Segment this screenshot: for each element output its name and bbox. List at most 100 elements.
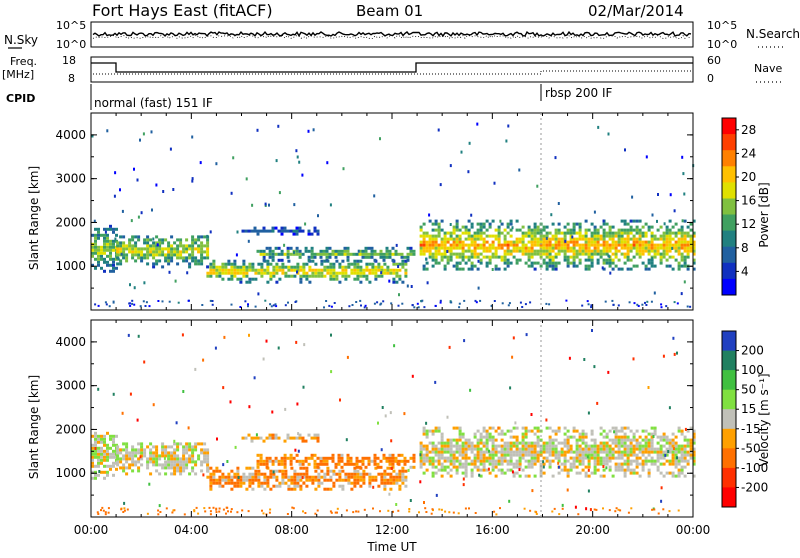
velocity-cell — [623, 462, 627, 466]
velocity-cell — [536, 435, 540, 439]
power-cell — [164, 238, 168, 242]
power-cell — [464, 228, 468, 232]
velocity-cell — [224, 475, 228, 479]
power-cell — [506, 261, 510, 265]
velocity-cell — [449, 447, 453, 451]
velocity-cell — [671, 459, 675, 463]
power-cell — [149, 247, 153, 251]
power-cell — [173, 247, 177, 251]
power-cell — [268, 249, 272, 253]
power-cell — [518, 258, 522, 262]
velocity-cell — [115, 443, 118, 447]
velocity-cell — [482, 444, 486, 448]
power-cell — [115, 227, 118, 231]
power-cell — [188, 244, 192, 248]
power-cell — [551, 237, 555, 241]
power-noise-cell — [199, 161, 202, 165]
power-noise-cell — [397, 265, 400, 268]
power-cell — [425, 246, 429, 250]
power-cell — [161, 241, 165, 245]
power-cell — [509, 228, 513, 232]
power-cell — [284, 265, 288, 269]
power-cell — [329, 262, 333, 266]
power-ground-cell — [390, 302, 393, 305]
velocity-noise-cell — [673, 352, 676, 356]
power-cell — [346, 246, 350, 250]
velocity-cell — [257, 475, 261, 479]
velocity-cell — [182, 466, 186, 470]
velocity-noise-cell — [587, 468, 590, 472]
power-cell — [599, 249, 603, 253]
power-ground-cell — [479, 299, 482, 302]
power-cell — [112, 266, 115, 270]
velocity-cell — [304, 456, 308, 460]
power-ground-cell — [420, 300, 423, 302]
power-cell — [149, 253, 153, 257]
velocity-cell — [644, 447, 648, 451]
power-cell — [265, 246, 269, 250]
velocity-cell — [103, 476, 106, 480]
velocity-cell — [473, 456, 477, 460]
power-cell — [344, 271, 348, 275]
power-cell — [218, 274, 222, 278]
velocity-cell — [590, 444, 594, 448]
power-cell — [274, 226, 278, 230]
power-noise-cell — [439, 183, 442, 187]
power-noise-cell — [235, 253, 238, 257]
power-cell — [557, 222, 561, 226]
velocity-ground-cell — [345, 509, 348, 512]
velocity-cell — [236, 478, 240, 482]
power-cell — [379, 252, 383, 256]
velocity-cell — [263, 472, 267, 476]
velocity-cell — [331, 459, 335, 463]
velocity-cell — [185, 442, 189, 446]
power-cell — [373, 252, 377, 256]
velocity-cell — [218, 481, 222, 485]
velocity-cell — [176, 454, 180, 458]
power-noise-cell — [283, 243, 286, 247]
power-cell — [431, 252, 435, 256]
velocity-cell — [185, 460, 189, 464]
velocity-cell — [182, 463, 186, 467]
power-cell — [554, 261, 558, 265]
velocity-cell — [425, 456, 429, 460]
power-cell — [590, 252, 594, 256]
power-ground-cell — [325, 300, 328, 302]
power-cell — [308, 274, 312, 278]
velocity-cell — [398, 478, 402, 482]
power-ground-cell — [247, 303, 249, 306]
power-ground-cell — [490, 304, 493, 307]
velocity-cell — [299, 484, 303, 488]
colorbar-swatch — [722, 262, 736, 280]
velocity-cell — [350, 472, 354, 476]
velocity-cell — [97, 452, 100, 456]
velocity-cell — [422, 462, 426, 466]
velocity-cell — [692, 447, 696, 451]
velocity-ground-cell — [448, 511, 451, 514]
velocity-ground-cell — [215, 511, 218, 514]
velocity-cell — [206, 475, 210, 479]
velocity-cell — [155, 469, 159, 473]
velocity-cell — [644, 462, 648, 466]
power-cell — [497, 225, 501, 229]
velocity-cell — [608, 456, 612, 460]
velocity-cell — [91, 434, 94, 438]
power-cell — [605, 252, 609, 256]
velocity-cell — [119, 466, 123, 470]
velocity-cell — [629, 438, 633, 442]
velocity-cell — [314, 475, 318, 479]
velocity-cell — [590, 447, 594, 451]
power-cell — [452, 243, 456, 247]
x-tick-label: 08:00 — [274, 523, 309, 537]
velocity-cell — [355, 456, 359, 460]
power-cell — [253, 229, 257, 233]
power-cell — [578, 252, 582, 256]
velocity-cell — [256, 453, 260, 457]
velocity-cell — [656, 441, 660, 445]
power-cell — [620, 243, 624, 247]
power-cell — [242, 274, 246, 278]
velocity-cell — [572, 435, 576, 439]
power-cell — [109, 254, 112, 258]
velocity-cell — [548, 453, 552, 457]
power-cell — [485, 261, 489, 265]
